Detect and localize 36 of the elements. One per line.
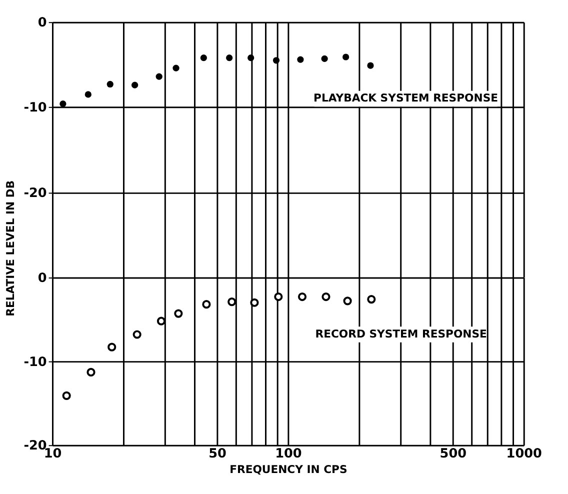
point xyxy=(342,54,350,60)
y-tick-label: 0 xyxy=(38,16,47,31)
point xyxy=(132,82,138,88)
point xyxy=(60,100,66,108)
point xyxy=(272,57,280,64)
x-tick-label: 1000 xyxy=(506,446,542,462)
point xyxy=(343,296,352,306)
point xyxy=(298,292,307,302)
point xyxy=(322,292,330,302)
x-tick-label: 100 xyxy=(275,446,302,462)
point xyxy=(274,292,283,302)
point xyxy=(367,295,376,304)
x-axis-title: FREQUENCY IN CPS xyxy=(230,463,348,476)
x-tick-label: 50 xyxy=(208,446,226,462)
y-tick-label: -10 xyxy=(24,100,47,116)
y-axis-title: RELATIVE LEVEL IN DB xyxy=(4,180,17,316)
point xyxy=(321,55,328,62)
y-tick-label: -10 xyxy=(24,354,47,370)
annotation: PLAYBACK SYSTEM RESPONSE xyxy=(314,92,498,105)
point xyxy=(367,62,374,69)
point xyxy=(62,391,71,400)
point xyxy=(86,368,96,376)
annotation: RECORD SYSTEM RESPONSE xyxy=(315,327,487,340)
y-tick-label: 0 xyxy=(38,270,47,286)
point xyxy=(250,298,259,307)
point xyxy=(132,330,142,339)
point xyxy=(297,56,304,63)
point xyxy=(228,298,236,306)
point xyxy=(226,54,233,62)
point xyxy=(106,80,114,88)
point xyxy=(156,73,162,80)
y-tick-label: -20 xyxy=(24,186,47,201)
y-tick-label: -20 xyxy=(24,438,47,454)
point xyxy=(202,300,211,309)
x-tick-label: 500 xyxy=(440,446,467,462)
point xyxy=(84,91,92,98)
